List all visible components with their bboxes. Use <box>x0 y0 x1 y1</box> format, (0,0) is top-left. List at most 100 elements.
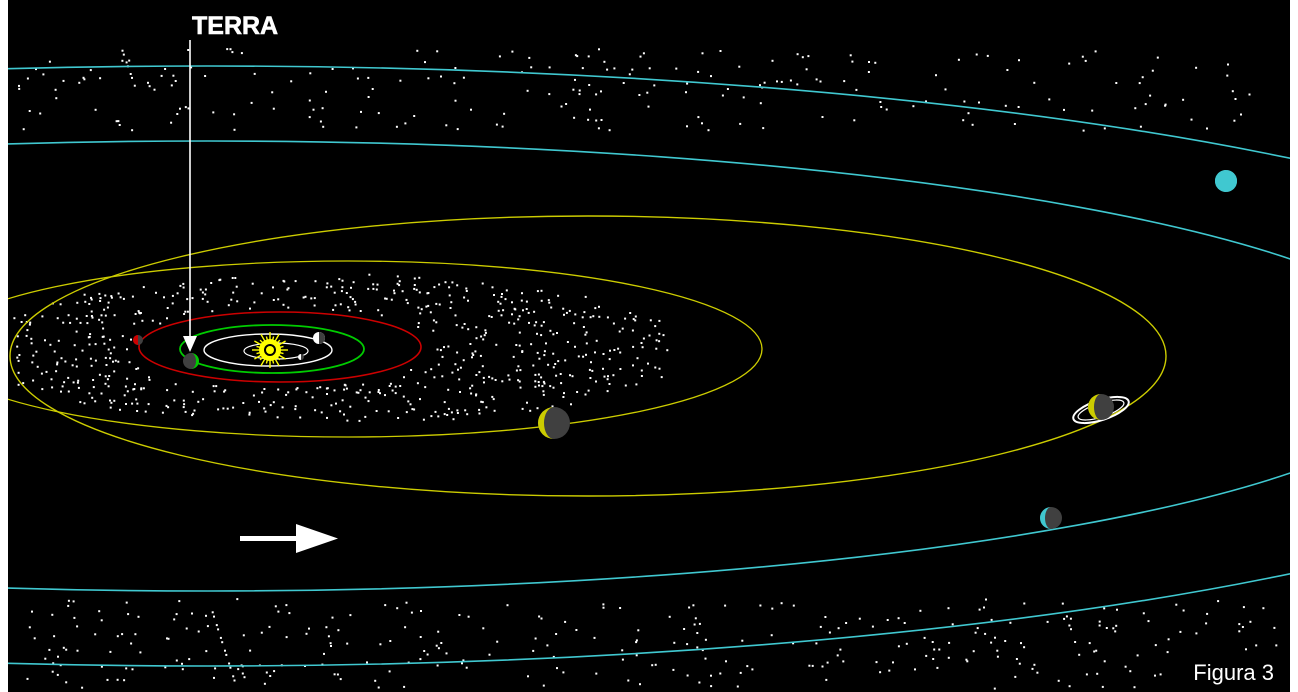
star <box>566 341 569 343</box>
star <box>31 361 34 364</box>
star <box>398 280 401 283</box>
star <box>801 56 804 59</box>
star <box>212 385 215 388</box>
star <box>325 387 328 390</box>
star <box>413 277 416 280</box>
star <box>546 644 549 647</box>
star <box>184 310 187 313</box>
star <box>226 407 229 410</box>
star <box>100 619 103 622</box>
star <box>742 96 745 99</box>
star <box>1004 640 1007 642</box>
star <box>379 392 381 395</box>
star <box>90 364 93 367</box>
star <box>1101 685 1104 688</box>
star <box>343 413 345 416</box>
star <box>126 390 129 393</box>
star <box>686 125 688 128</box>
star <box>83 78 86 81</box>
star <box>339 410 342 413</box>
star <box>389 640 392 642</box>
star <box>879 671 882 674</box>
star <box>1103 127 1106 130</box>
star <box>213 676 215 679</box>
star <box>243 676 246 679</box>
star <box>242 634 245 637</box>
star <box>1115 624 1118 627</box>
star <box>410 611 413 614</box>
star <box>438 283 441 286</box>
star <box>759 102 762 105</box>
star <box>223 390 226 393</box>
star <box>224 389 227 392</box>
neptune-orbit <box>8 65 1290 667</box>
star <box>780 602 783 605</box>
star <box>48 60 51 63</box>
star <box>538 384 540 387</box>
star <box>29 321 32 324</box>
star <box>367 76 370 79</box>
sun <box>252 332 288 368</box>
star <box>1013 123 1016 125</box>
star <box>1093 650 1096 653</box>
star <box>98 318 101 321</box>
star <box>231 277 234 279</box>
star <box>520 299 523 302</box>
star <box>372 287 375 290</box>
star <box>519 369 522 372</box>
star <box>948 641 951 644</box>
star <box>589 377 592 379</box>
star <box>32 379 35 382</box>
star <box>845 622 848 624</box>
star <box>417 306 420 309</box>
star <box>56 673 59 676</box>
star <box>484 331 487 334</box>
star <box>107 348 110 351</box>
star <box>123 679 126 682</box>
star <box>402 395 405 398</box>
star <box>534 373 537 376</box>
star <box>377 309 380 312</box>
star <box>287 306 290 309</box>
star <box>427 304 430 307</box>
star <box>281 406 284 409</box>
star <box>697 70 700 73</box>
star <box>164 68 167 70</box>
star <box>688 606 691 609</box>
star <box>377 112 380 115</box>
star <box>44 339 46 342</box>
star <box>18 354 21 356</box>
star <box>78 81 81 84</box>
star <box>467 299 469 302</box>
star <box>52 662 55 665</box>
star <box>470 108 472 111</box>
star <box>98 292 101 295</box>
star <box>420 308 423 311</box>
star <box>436 50 439 53</box>
star <box>686 674 689 677</box>
star <box>1033 663 1036 666</box>
star <box>51 386 54 389</box>
star <box>356 77 359 80</box>
earth-orbit <box>179 324 365 374</box>
star <box>994 636 996 639</box>
star <box>450 411 453 414</box>
star <box>842 660 845 663</box>
star <box>534 380 537 383</box>
star <box>206 625 209 628</box>
star <box>597 127 600 130</box>
star <box>519 386 522 389</box>
star <box>501 125 504 128</box>
star <box>1156 56 1159 59</box>
star <box>484 329 487 332</box>
star <box>461 326 464 329</box>
star <box>417 326 420 328</box>
star <box>562 307 565 310</box>
star <box>242 402 245 404</box>
star <box>1068 624 1071 627</box>
star <box>222 407 225 410</box>
star <box>1023 646 1026 649</box>
star <box>836 654 839 657</box>
star <box>94 400 97 403</box>
star <box>640 375 643 377</box>
